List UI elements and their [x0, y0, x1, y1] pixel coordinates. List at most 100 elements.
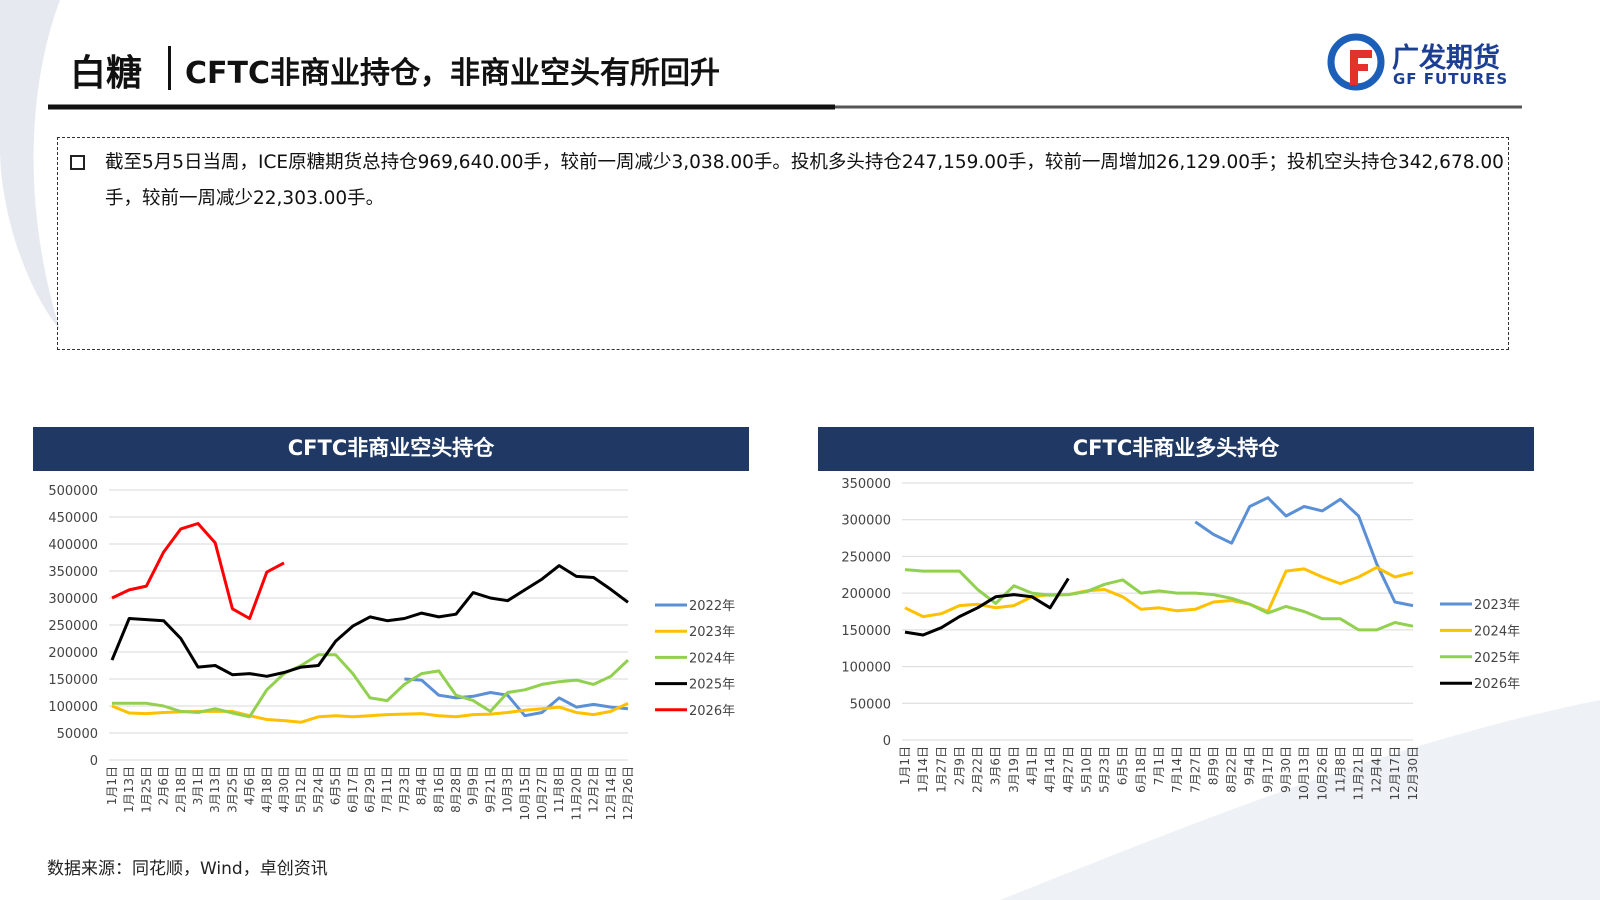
- x-tick-label: 12月30日: [1406, 746, 1420, 801]
- legend-label: 2023年: [689, 625, 735, 640]
- x-tick-label: 3月19日: [1007, 746, 1021, 793]
- y-tick-label: 150000: [841, 624, 891, 639]
- legend-label: 2022年: [689, 599, 735, 614]
- x-tick-label: 12月17日: [1388, 746, 1402, 801]
- x-tick-label: 6月17日: [346, 766, 360, 813]
- x-tick-label: 4月30日: [277, 766, 291, 813]
- x-tick-label: 6月29日: [363, 766, 377, 813]
- legend-label: 2026年: [1474, 677, 1520, 692]
- x-tick-label: 9月17日: [1261, 746, 1275, 793]
- x-tick-label: 3月1日: [191, 766, 205, 805]
- y-tick-label: 300000: [48, 592, 98, 607]
- x-tick-label: 5月10日: [1079, 746, 1093, 793]
- legend-label: 2024年: [689, 651, 735, 666]
- x-tick-label: 4月6日: [243, 766, 257, 805]
- x-tick-label: 1月27日: [934, 746, 948, 793]
- x-tick-label: 5月24日: [311, 766, 325, 813]
- x-tick-label: 6月18日: [1134, 746, 1148, 793]
- y-tick-label: 350000: [841, 477, 891, 492]
- x-tick-label: 9月21日: [483, 766, 497, 813]
- x-tick-label: 10月13日: [1297, 746, 1311, 801]
- x-tick-label: 5月23日: [1098, 746, 1112, 793]
- y-tick-label: 300000: [841, 514, 891, 529]
- section-title: 白糖: [70, 53, 143, 94]
- x-tick-label: 12月4日: [1370, 746, 1384, 793]
- x-tick-label: 2月9日: [952, 746, 966, 785]
- x-tick-label: 9月30日: [1279, 746, 1293, 793]
- chart-title: CFTC非商业多头持仓: [1073, 436, 1280, 460]
- summary: 截至5月5日当周，ICE原糖期货总持仓969,640.00手，较前一周减少3,0…: [105, 152, 1504, 209]
- y-tick-label: 50000: [850, 697, 891, 712]
- legend-label: 2023年: [1474, 598, 1520, 613]
- series-line: [904, 577, 1070, 637]
- series-line: [904, 568, 1414, 632]
- x-tick-label: 4月14日: [1043, 746, 1057, 793]
- y-tick-label: 250000: [841, 550, 891, 565]
- series-line: [404, 677, 629, 718]
- logo-mark: [1327, 33, 1385, 91]
- divider: [168, 46, 171, 90]
- x-tick-label: 1月1日: [105, 766, 119, 805]
- x-tick-label: 11月8日: [552, 766, 566, 813]
- x-tick-label: 11月20日: [569, 766, 583, 821]
- y-tick-label: 100000: [841, 661, 891, 676]
- y-tick-label: 450000: [48, 511, 98, 526]
- x-tick-label: 1月25日: [139, 766, 153, 813]
- x-tick-label: 12月26日: [621, 766, 635, 821]
- x-tick-label: 8月28日: [449, 766, 463, 813]
- legend-label: 2025年: [1474, 651, 1520, 666]
- x-tick-label: 2月18日: [174, 766, 188, 813]
- x-tick-label: 8月9日: [1206, 746, 1220, 785]
- y-tick-label: 250000: [48, 619, 98, 634]
- y-tick-label: 350000: [48, 565, 98, 580]
- x-tick-label: 11月8日: [1333, 746, 1347, 793]
- x-tick-label: 10月26日: [1315, 746, 1329, 801]
- y-tick-label: 200000: [48, 646, 98, 661]
- y-tick-label: 0: [883, 734, 891, 749]
- y-tick-label: 150000: [48, 673, 98, 688]
- x-tick-label: 12月14日: [604, 766, 618, 821]
- bullet: [70, 155, 85, 170]
- y-tick-label: 0: [90, 754, 98, 769]
- x-tick-label: 3月13日: [208, 766, 222, 813]
- title-bar: [818, 427, 1534, 471]
- x-tick-label: 12月2日: [587, 766, 601, 813]
- logo-mark: [1350, 50, 1372, 85]
- x-tick-label: 7月14日: [1170, 746, 1184, 793]
- series-line: [111, 522, 285, 620]
- x-tick-label: 4月18日: [260, 766, 274, 813]
- x-tick-label: 6月5日: [329, 766, 343, 805]
- title-bar: [33, 427, 749, 471]
- series-line: [904, 565, 1414, 619]
- logo-text: 广发期货: [1392, 43, 1500, 74]
- x-tick-label: 8月16日: [432, 766, 446, 813]
- x-tick-label: 1月13日: [122, 766, 136, 813]
- x-tick-label: 9月4日: [1243, 746, 1257, 785]
- source: 数据来源：同花顺，Wind，卓创资讯: [47, 859, 328, 879]
- y-tick-label: 100000: [48, 700, 98, 715]
- chart-title: CFTC非商业空头持仓: [288, 436, 495, 460]
- series-line: [1194, 496, 1414, 608]
- decoration: [1000, 700, 1600, 900]
- legend-label: 2025年: [689, 678, 735, 693]
- x-tick-label: 3月25日: [225, 766, 239, 813]
- y-tick-label: 200000: [841, 587, 891, 602]
- x-tick-label: 8月22日: [1225, 746, 1239, 793]
- x-tick-label: 1月14日: [916, 746, 930, 793]
- x-tick-label: 2月22日: [971, 746, 985, 793]
- x-tick-label: 8月4日: [415, 766, 429, 805]
- x-tick-label: 9月9日: [466, 766, 480, 805]
- x-tick-label: 7月1日: [1152, 746, 1166, 785]
- x-tick-label: 5月12日: [294, 766, 308, 813]
- x-tick-label: 7月23日: [397, 766, 411, 813]
- page-title: CFTC非商业持仓，非商业空头有所回升: [185, 56, 720, 91]
- series-line: [110, 564, 629, 678]
- text-box: [57, 137, 1509, 350]
- x-tick-label: 10月15日: [518, 766, 532, 821]
- legend-label: 2026年: [689, 704, 735, 719]
- x-tick-label: 4月27日: [1061, 746, 1075, 793]
- x-tick-label: 10月3日: [501, 766, 515, 813]
- x-tick-label: 1月1日: [898, 746, 912, 785]
- x-tick-label: 6月5日: [1116, 746, 1130, 785]
